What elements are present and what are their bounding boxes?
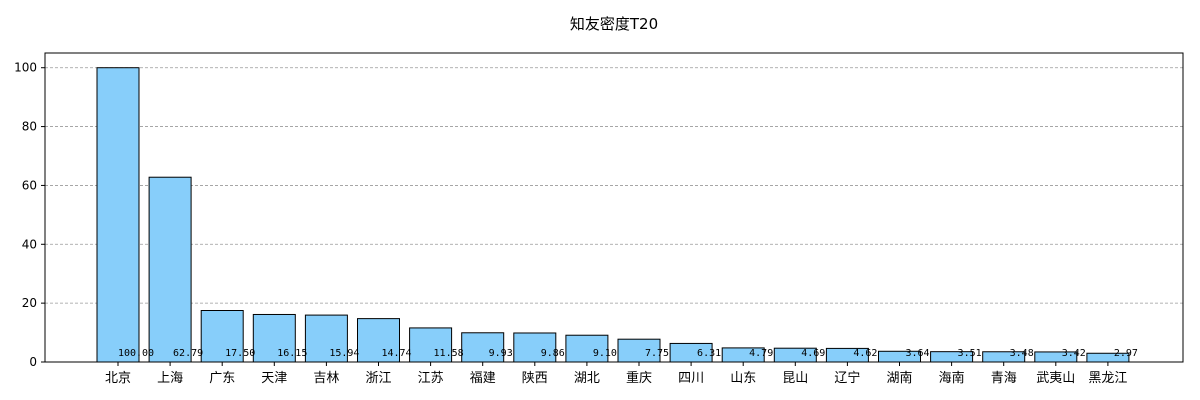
bar [565, 334, 609, 363]
data-label: 11.58 [434, 348, 464, 359]
data-label: 62.79 [173, 348, 203, 359]
x-tick-label: 陕西 [522, 371, 548, 386]
data-label: 9.93 [489, 348, 513, 359]
y-tick-label: 0 [29, 355, 37, 369]
x-tick-label: 广东 [209, 371, 235, 386]
data-label: 4.62 [853, 348, 877, 359]
bar [148, 176, 192, 363]
x-tick-label: 湖北 [574, 371, 600, 386]
data-label: 15.94 [329, 348, 359, 359]
y-tick-label: 60 [22, 178, 37, 192]
x-tick-label: 福建 [470, 371, 496, 386]
x-tick-label: 辽宁 [834, 370, 860, 386]
y-tick-label: 80 [22, 120, 37, 134]
plot-frame [44, 52, 1184, 363]
data-label: 2.97 [1114, 348, 1138, 359]
data-label: 6.31 [697, 348, 721, 359]
x-tick-label: 上海 [157, 371, 183, 386]
y-tick-label: 100 [14, 61, 37, 75]
x-tick-label: 浙江 [365, 371, 391, 386]
bar [96, 67, 140, 363]
bar [252, 313, 296, 363]
x-tick-label: 重庆 [626, 370, 652, 386]
x-tick-label: 青海 [991, 371, 1017, 386]
x-tick-label: 海南 [939, 370, 965, 386]
bar [357, 318, 400, 363]
data-label: 4.69 [801, 348, 825, 359]
chart-title: 知友密度T20 [570, 15, 658, 33]
x-tick-label: 昆山 [782, 371, 808, 386]
x-tick-label: 北京 [105, 371, 131, 386]
x-tick-label: 四川 [678, 371, 704, 386]
x-tick-label: 武夷山 [1036, 370, 1075, 386]
x-tick-label: 湖南 [886, 370, 912, 386]
bar [200, 310, 244, 363]
data-label: 3.51 [958, 348, 982, 359]
data-label: 3.64 [905, 348, 929, 359]
data-label: 9.86 [541, 348, 565, 359]
data-label: 9.10 [593, 348, 617, 359]
data-label: 14.74 [381, 348, 411, 359]
x-tick-label: 山东 [730, 371, 756, 386]
data-label: 16.15 [277, 348, 307, 359]
y-tick-label: 20 [22, 296, 37, 310]
data-label: 3.48 [1010, 348, 1034, 359]
data-label: 3.42 [1062, 348, 1086, 359]
x-tick-label: 黑龙江 [1088, 371, 1127, 386]
data-label: 7.75 [645, 348, 669, 359]
data-label: 100.00 [118, 348, 154, 359]
y-tick-label: 40 [22, 237, 37, 251]
data-label: 4.79 [749, 348, 773, 359]
data-label: 17.50 [225, 348, 255, 359]
bar [461, 332, 505, 363]
x-tick-label: 吉林 [313, 371, 339, 386]
x-tick-label: 江苏 [418, 370, 444, 386]
x-tick-label: 天津 [261, 371, 287, 386]
